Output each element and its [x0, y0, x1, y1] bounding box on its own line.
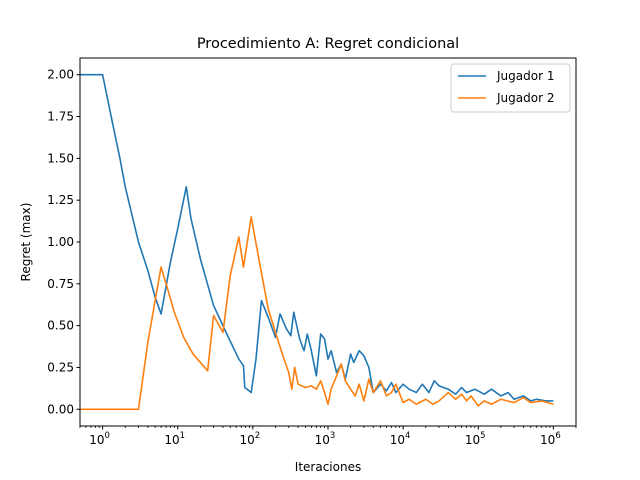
y-tick-label: 1.75 — [47, 110, 74, 124]
legend-label-jugador-2: Jugador 2 — [496, 91, 554, 105]
x-tick-label: 101 — [164, 431, 185, 447]
y-axis: 0.00 0.25 0.50 0.75 1.00 1.25 1.50 1.75 2.00 — [47, 68, 80, 416]
x-tick-label: 106 — [540, 431, 561, 447]
y-tick-label: 0.75 — [47, 277, 74, 291]
legend: Jugador 1 Jugador 2 — [450, 63, 571, 113]
x-tick-label: 100 — [89, 431, 110, 447]
y-tick-label: 1.50 — [47, 151, 74, 165]
x-axis-label: Iteraciones — [295, 460, 361, 474]
x-axis: 100 101 102 103 104 105 106 — [79, 426, 577, 447]
y-tick-label: 0.25 — [47, 360, 74, 374]
plot-lines — [80, 73, 554, 411]
legend-label-jugador-1: Jugador 1 — [496, 69, 554, 83]
chart-title: Procedimiento A: Regret condicional — [197, 36, 459, 52]
series-line-2 — [80, 216, 554, 411]
y-tick-label: 2.00 — [47, 68, 74, 82]
x-tick-label: 103 — [315, 431, 336, 447]
series-line-1 — [80, 73, 554, 402]
x-tick-label: 102 — [240, 431, 261, 447]
x-tick-label: 105 — [465, 431, 486, 447]
y-axis-label: Regret (max) — [19, 203, 33, 282]
x-tick-label: 104 — [390, 431, 411, 447]
y-tick-label: 0.50 — [47, 319, 74, 333]
y-tick-label: 1.25 — [47, 193, 74, 207]
y-tick-label: 1.00 — [47, 235, 74, 249]
y-tick-label: 0.00 — [47, 402, 74, 416]
